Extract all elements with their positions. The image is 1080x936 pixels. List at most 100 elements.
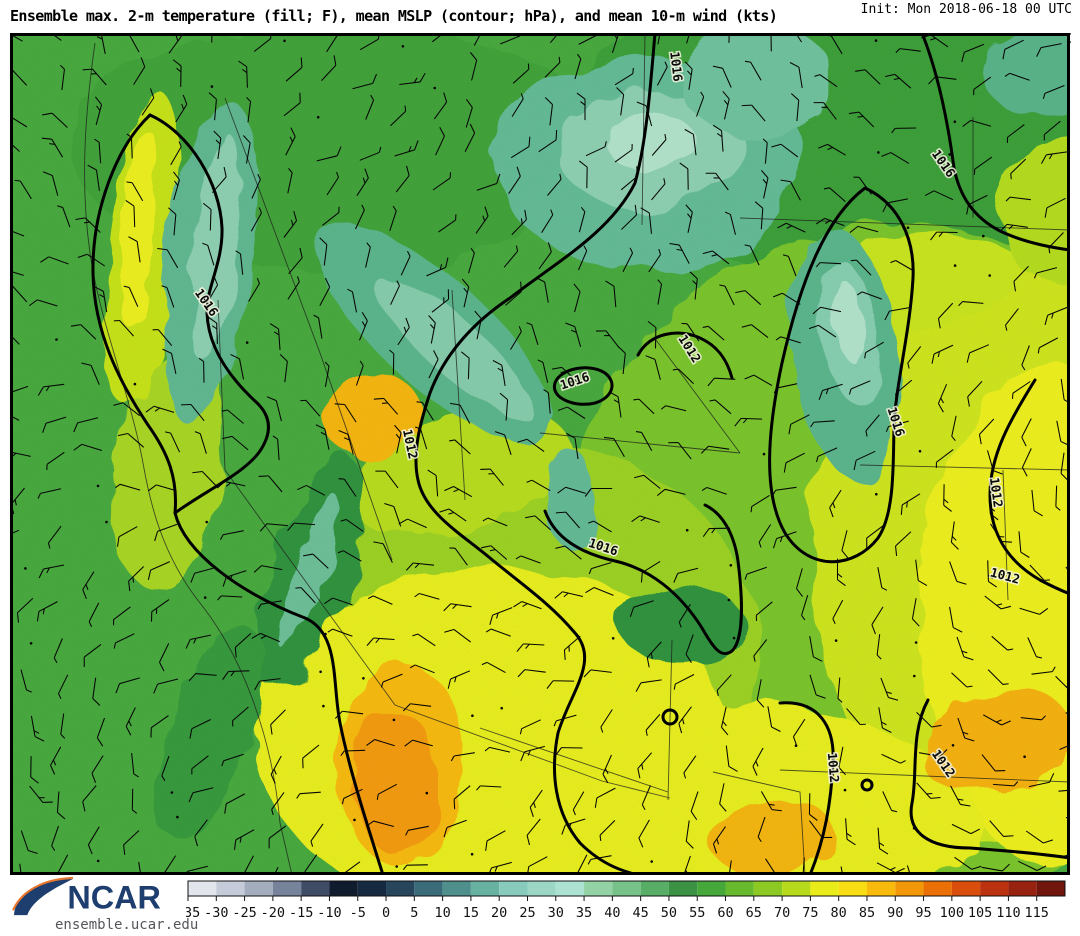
wind-barb [848,380,871,395]
wind-barb [924,190,954,201]
wind-barb [634,474,661,489]
wind-barb [538,242,552,270]
wind-barb [856,291,882,300]
wind-barb [853,450,876,471]
wind-barb [128,566,145,592]
wind-barb [444,628,472,643]
wind-barb [303,553,329,569]
wind-barb [950,521,959,550]
wind-barb [202,202,212,231]
site-link[interactable]: ensemble.ucar.edu [55,917,199,933]
colorbar: -35 -30-25 -20-15-10 -5 0 5 10 15 20 25 30 35 40 45 50… [186,880,1066,921]
calm-wind-dot [611,637,615,640]
colorbar-segment [555,881,585,896]
calm-wind-dot [401,45,405,48]
wind-barb [355,360,364,386]
wind-barb [848,111,875,128]
wind-barb [492,360,506,386]
wind-barb [324,361,330,387]
wind-barb [829,489,842,518]
wind-barb [958,301,984,307]
wind-barb [815,262,842,268]
wind-barb [427,469,439,497]
footer-bar: NCAR ensemble.ucar.edu -35 -30-25 -20-15-1… [0,875,1080,936]
mslp-contours-layer [91,33,1070,875]
wind-barb [816,447,838,463]
wind-barb [989,492,999,521]
wind-barb [464,123,476,152]
colorbar-segment [640,881,669,896]
colorbar-tick-label: 60 [717,905,733,921]
wind-barb [295,587,316,604]
wind-barb [147,561,171,581]
page-title: Ensemble max. 2-m temperature (fill; F),… [10,7,778,25]
wind-barb [645,355,661,380]
wind-barb [845,818,856,846]
wind-barb [115,677,140,694]
wind-barb [412,633,436,647]
wind-barb [877,827,889,855]
colorbar-tick-label: 95 [915,905,931,921]
wind-barb [986,450,1003,475]
wind-barb [935,449,954,468]
calm-wind-dot [55,338,58,341]
wind-barb [756,679,765,708]
wind-barb [367,595,393,605]
colorbar-segment [386,881,415,896]
wind-barb [1031,666,1056,675]
wind-barb [673,567,699,583]
wind-barb [1048,232,1064,254]
wind-barb [165,431,181,453]
wind-barb [170,141,182,166]
wind-barb [404,739,433,747]
wind-barb [428,315,436,344]
colorbar-tick-label: 45 [633,905,649,921]
colorbar-tick-label: -10 [317,905,341,921]
wind-barb [951,415,957,442]
calm-wind-dot [24,567,27,570]
wind-barb [398,518,427,529]
wind-barb [678,604,691,628]
wind-barb [397,317,410,346]
wind-barb [81,362,100,385]
wind-barb [1004,308,1019,331]
wind-barb [359,311,368,341]
wind-barb [126,181,144,202]
wind-barb [296,791,321,799]
wind-barb [790,93,800,122]
wind-barb [989,820,1014,837]
wind-barb [576,854,588,875]
wind-barb [258,475,283,493]
wind-barb [930,231,958,241]
wind-barb [1004,72,1030,81]
wind-barb [621,204,638,230]
wind-barb [584,487,613,497]
wind-barb [544,56,561,78]
wind-barb [198,357,205,383]
wind-barb [402,864,428,871]
wind-barb [519,719,541,735]
wind-barb [595,330,620,348]
calm-wind-dot [912,827,916,830]
wind-barb [221,753,244,767]
wind-barb [133,57,146,85]
wind-barb [646,641,662,668]
colorbar-tick-label: 15 [463,905,479,921]
wind-barb [73,443,103,452]
wind-barb [431,289,450,313]
wind-barb [684,128,697,156]
wind-barb [954,856,982,870]
wind-barb [513,601,542,610]
wind-barb [951,823,981,835]
wind-barb [341,788,363,805]
wind-barb [159,643,170,672]
wind-barb [701,486,727,495]
calm-wind-dot [874,39,878,42]
wind-barb [557,486,586,494]
wind-barb [741,324,769,339]
wind-barb [541,209,554,233]
wind-barb [707,377,736,387]
wind-barb [254,678,281,691]
wind-barb [474,310,482,340]
wind-barb [266,396,282,422]
